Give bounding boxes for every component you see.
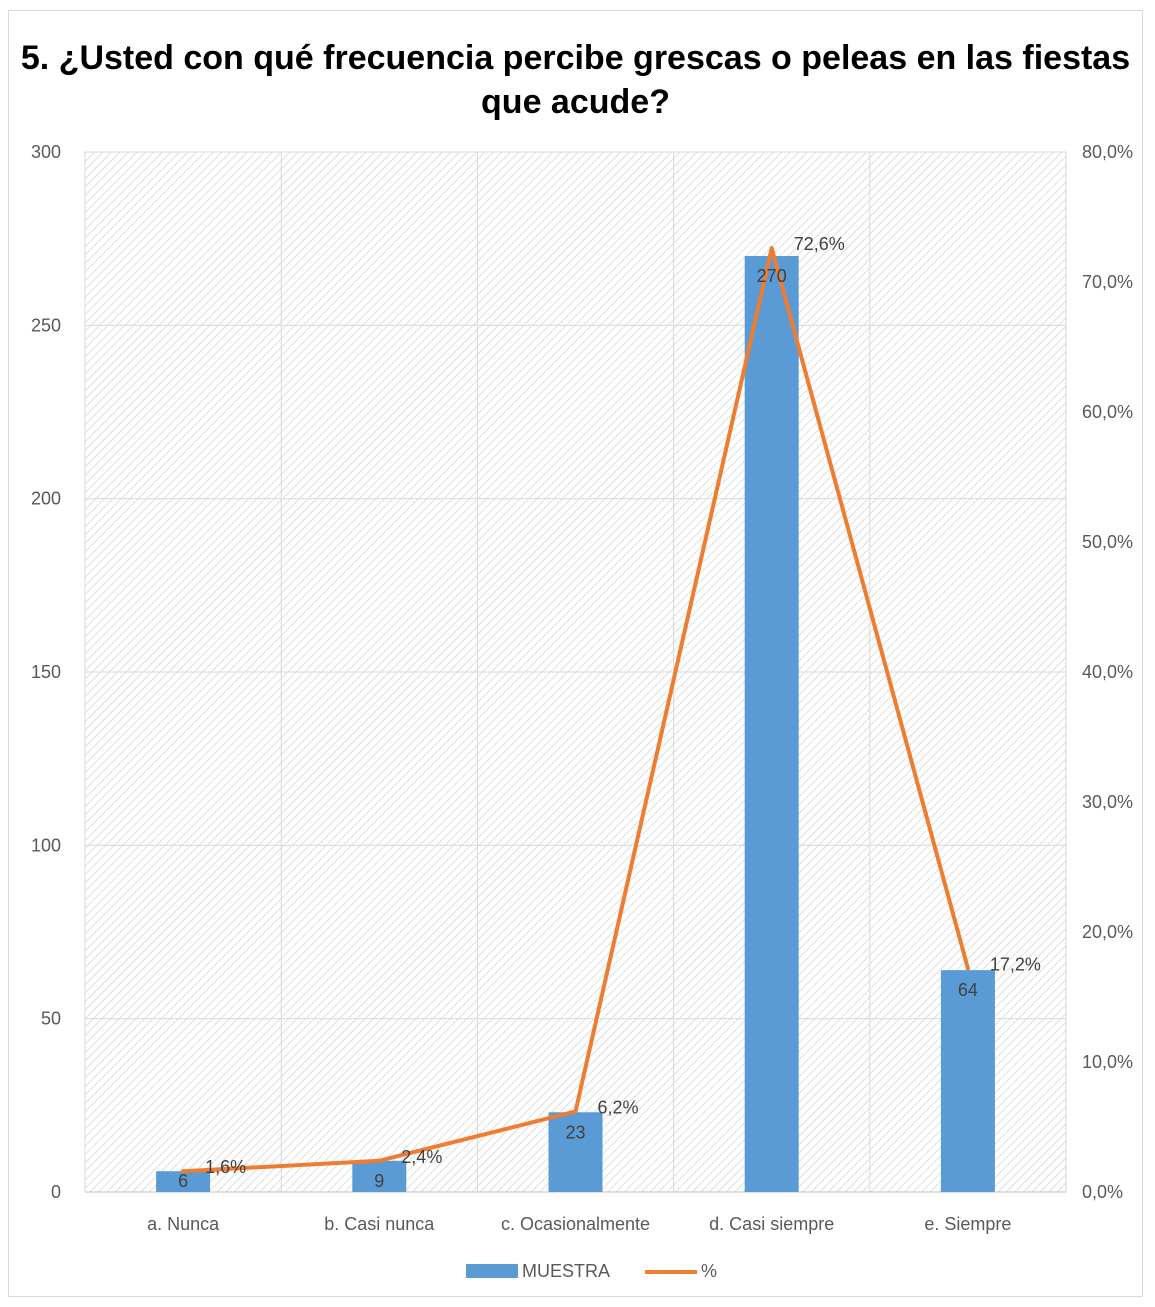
bar-data-label: 64 bbox=[958, 980, 978, 1000]
bar bbox=[156, 1171, 211, 1192]
line-point bbox=[181, 1169, 186, 1174]
bar-data-label: 6 bbox=[178, 1171, 188, 1191]
y-tick-label-right: 10,0% bbox=[1082, 1052, 1133, 1072]
y-tick-label-left: 0 bbox=[51, 1182, 61, 1202]
y-tick-label-left: 150 bbox=[31, 662, 61, 682]
line-point bbox=[965, 966, 970, 971]
y-tick-label-right: 30,0% bbox=[1082, 792, 1133, 812]
line-point bbox=[573, 1109, 578, 1114]
x-category-label: c. Ocasionalmente bbox=[501, 1214, 650, 1234]
x-category-label: a. Nunca bbox=[147, 1214, 220, 1234]
legend-label-bar: MUESTRA bbox=[522, 1261, 610, 1281]
y-tick-label-right: 40,0% bbox=[1082, 662, 1133, 682]
y-tick-label-left: 100 bbox=[31, 835, 61, 855]
line-point bbox=[377, 1158, 382, 1163]
bar-data-label: 9 bbox=[374, 1171, 384, 1191]
line-data-label: 72,6% bbox=[794, 234, 845, 254]
line-data-label: 17,2% bbox=[990, 954, 1041, 974]
chart-title: 5. ¿Usted con qué frecuencia percibe gre… bbox=[20, 39, 1131, 121]
y-tick-label-right: 0,0% bbox=[1082, 1182, 1123, 1202]
line-data-label: 2,4% bbox=[401, 1147, 442, 1167]
y-tick-label-left: 250 bbox=[31, 315, 61, 335]
x-category-label: b. Casi nunca bbox=[324, 1214, 435, 1234]
y-tick-label-left: 50 bbox=[41, 1009, 61, 1029]
legend-label-line: % bbox=[701, 1261, 717, 1281]
y-tick-label-right: 50,0% bbox=[1082, 532, 1133, 552]
y-tick-label-left: 300 bbox=[31, 142, 61, 162]
bar-data-label: 270 bbox=[757, 266, 787, 286]
bar bbox=[548, 1112, 603, 1192]
y-tick-label-left: 200 bbox=[31, 489, 61, 509]
line-point bbox=[769, 246, 774, 251]
legend-swatch-bar bbox=[466, 1264, 518, 1278]
bar bbox=[940, 970, 995, 1192]
bar bbox=[352, 1160, 407, 1192]
x-category-label: d. Casi siempre bbox=[709, 1214, 834, 1234]
bar-data-label: 23 bbox=[565, 1122, 585, 1142]
bar bbox=[744, 256, 799, 1192]
x-category-label: e. Siempre bbox=[924, 1214, 1011, 1234]
y-tick-label-right: 20,0% bbox=[1082, 922, 1133, 942]
line-data-label: 6,2% bbox=[598, 1097, 639, 1117]
line-data-label: 1,6% bbox=[205, 1157, 246, 1177]
y-tick-label-right: 60,0% bbox=[1082, 402, 1133, 422]
y-tick-label-right: 70,0% bbox=[1082, 272, 1133, 292]
y-tick-label-right: 80,0% bbox=[1082, 142, 1133, 162]
